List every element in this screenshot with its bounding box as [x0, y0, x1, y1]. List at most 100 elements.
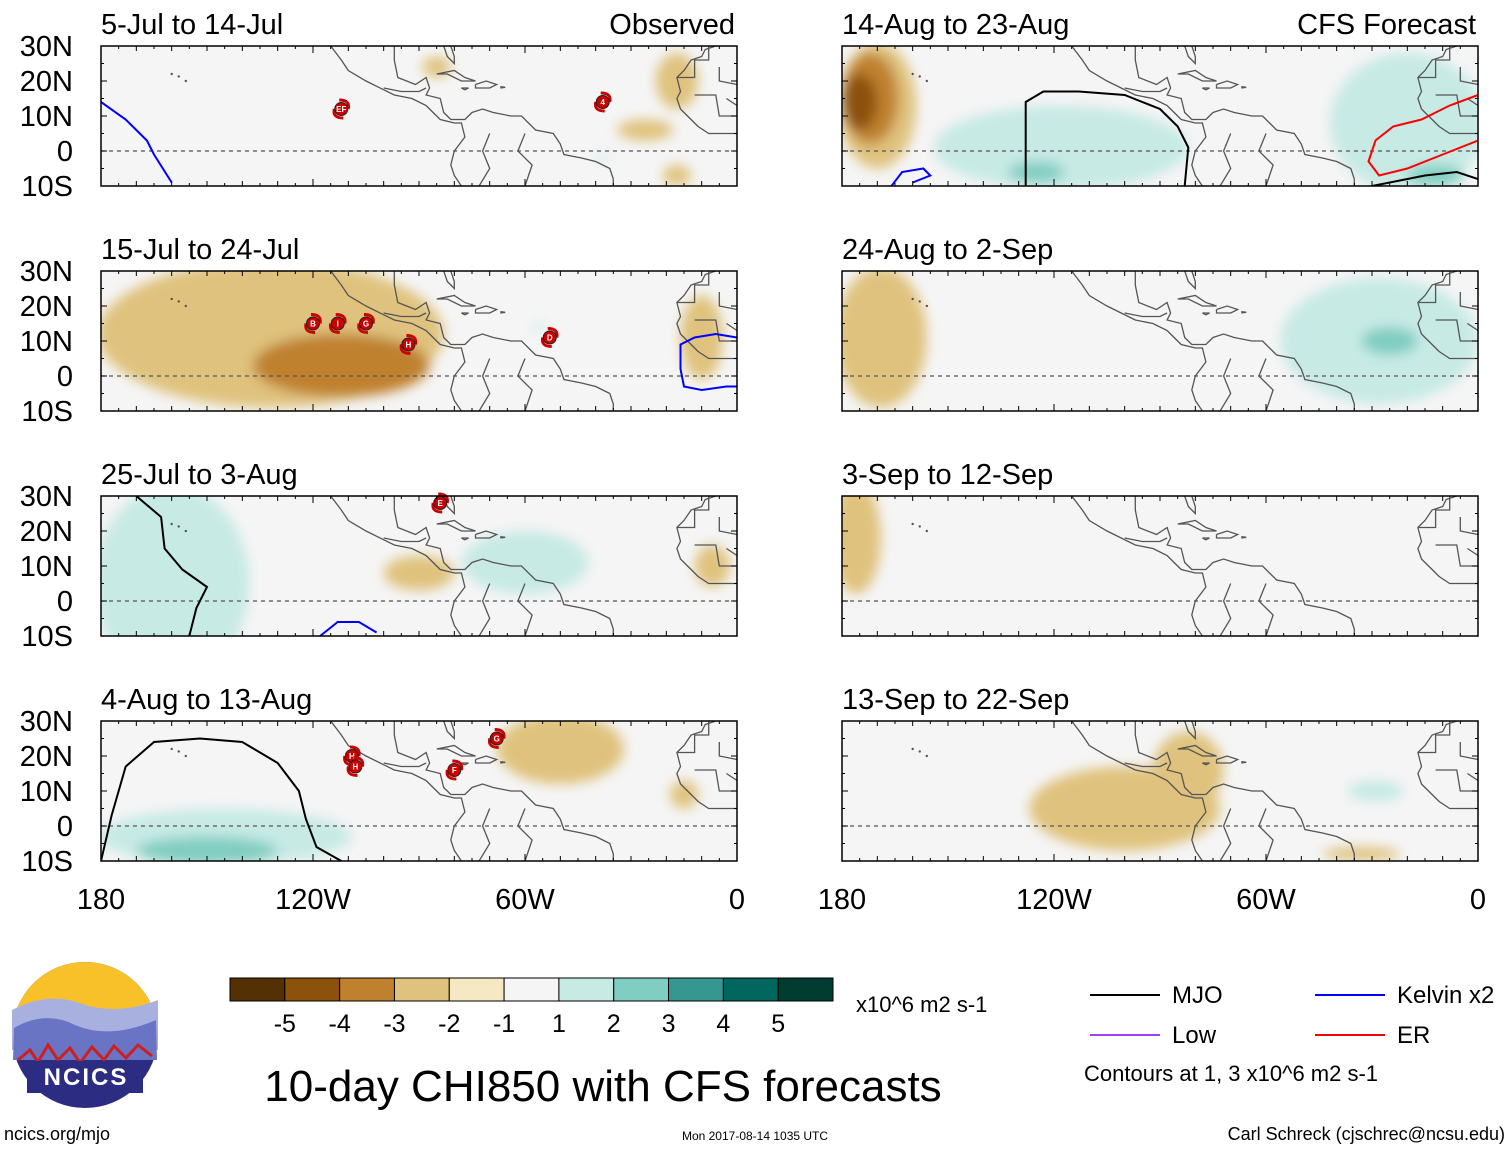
coastline — [1467, 772, 1478, 782]
coastline — [1177, 69, 1217, 82]
coastline — [1435, 544, 1478, 567]
lon-tick-label: 180 — [77, 884, 125, 916]
storm-label: H — [406, 341, 412, 350]
coastline — [478, 358, 491, 411]
wet-anomaly — [532, 323, 547, 331]
coastline — [1258, 583, 1274, 636]
lat-tick-label: 0 — [57, 586, 73, 618]
coastline — [517, 358, 533, 411]
wave-contours — [135, 496, 378, 636]
colorbar-tick-label: -2 — [438, 1010, 460, 1038]
island — [911, 522, 914, 526]
wet-anomaly — [595, 154, 610, 162]
wet-anomaly — [1008, 161, 1065, 183]
anomaly-fields — [101, 721, 699, 861]
coastline — [1070, 721, 1207, 861]
wet-anomaly — [136, 836, 278, 861]
island — [184, 304, 187, 308]
coastline — [1417, 496, 1478, 585]
lat-tick-label: 20N — [20, 66, 73, 98]
coastline — [1215, 305, 1240, 314]
coastline — [393, 46, 614, 186]
mjo-contour — [101, 737, 342, 861]
lon-tick-label: 0 — [729, 884, 745, 916]
colorbar-swatch — [722, 977, 779, 1002]
island — [184, 754, 187, 758]
coastline — [676, 46, 737, 135]
colorbar-swatch — [503, 977, 560, 1002]
coastline — [461, 312, 469, 316]
island — [925, 304, 928, 308]
colorbar-tick-label: 2 — [607, 1010, 621, 1038]
coastline — [1258, 808, 1274, 861]
coastline — [1070, 46, 1207, 186]
panel-ticks — [841, 495, 1479, 637]
coastline — [718, 292, 737, 311]
coastline — [383, 87, 427, 93]
legend-item-mjo: MJO — [1090, 982, 1223, 1009]
colorbar-tick-label: -1 — [493, 1010, 515, 1038]
coastline — [1070, 496, 1207, 636]
colorbar-tick-label: 3 — [662, 1010, 676, 1038]
coastline — [1417, 721, 1478, 810]
tropical-cyclone-icon: EF — [332, 98, 351, 120]
coastline — [393, 271, 614, 411]
wet-anomaly — [1347, 780, 1404, 802]
coastline — [1417, 721, 1451, 754]
dry-anomaly — [383, 555, 455, 591]
panel-background — [842, 496, 1478, 636]
legend-item-low: Low — [1090, 1022, 1217, 1049]
coastline — [1459, 742, 1478, 761]
panel-0-1: 14-Aug to 23-Aug CFS Forecast — [841, 9, 1479, 187]
coastline — [718, 517, 737, 536]
coastline — [1215, 755, 1240, 764]
author-credit: Carl Schreck (cjschrec@ncsu.edu) — [1228, 1124, 1505, 1144]
coastlines — [911, 721, 1478, 861]
coastline — [676, 271, 737, 360]
coastline — [694, 544, 737, 567]
coastline — [436, 69, 476, 82]
storm-label: E — [438, 499, 444, 508]
lat-tick-label: 10S — [21, 846, 73, 878]
legend-label: Low — [1172, 1022, 1217, 1049]
coastline — [517, 808, 533, 861]
coastlines — [911, 46, 1478, 186]
mjo-contour — [135, 496, 209, 636]
storm-label: H — [353, 763, 359, 772]
coastline — [1215, 530, 1240, 539]
coastline — [461, 537, 469, 541]
dry-anomaly — [496, 721, 624, 784]
coastline — [1258, 358, 1274, 411]
coastline — [1417, 46, 1451, 79]
tropical-cyclone-icon: H — [343, 745, 361, 767]
mjo-contour — [1371, 170, 1478, 186]
lon-tick-label: 0 — [1470, 884, 1486, 916]
wet-anomaly — [1361, 327, 1418, 355]
coastline — [436, 744, 476, 757]
anomaly-fields — [1029, 731, 1404, 861]
island — [918, 750, 921, 753]
coastline — [443, 721, 455, 741]
lat-tick-label: 30N — [20, 256, 73, 288]
logo-text: NCICS — [44, 1064, 129, 1091]
wave-contours — [890, 90, 1478, 186]
kelvin-x2-contour — [890, 167, 933, 186]
timestamp: Mon 2017-08-14 1035 UTC — [682, 1129, 828, 1143]
panel-period-title: 5-Jul to 14-Jul — [101, 9, 283, 41]
legend-item-er: ER — [1315, 1022, 1430, 1049]
lat-tick-label: 10N — [20, 551, 73, 583]
coastline — [517, 133, 533, 186]
colorbar-tick-label: 5 — [771, 1010, 785, 1038]
wet-anomaly — [1407, 165, 1464, 186]
panel-ticks — [100, 720, 738, 862]
website-link[interactable]: ncics.org/mjo — [4, 1124, 110, 1144]
colorbar: -5 -4 -3 -2 -1 1 2 3 4 5 — [229, 977, 834, 1038]
coastline — [1241, 310, 1247, 314]
island — [184, 529, 187, 533]
colorbar-swatch — [668, 977, 724, 1002]
anomaly-fields — [101, 271, 723, 408]
coastline — [500, 535, 506, 539]
coastline — [1219, 358, 1232, 411]
island — [170, 522, 173, 526]
